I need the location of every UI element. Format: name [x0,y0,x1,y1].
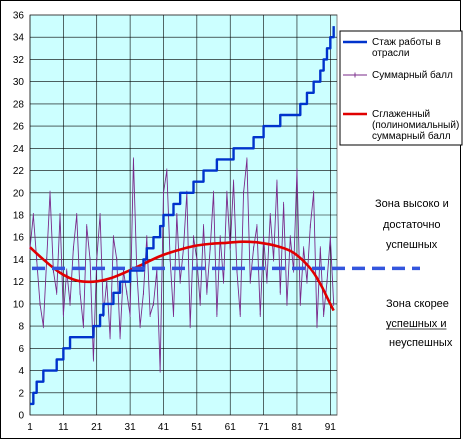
legend-label-1: Суммарный балл [372,69,453,81]
x-tick-label: 71 [258,422,270,433]
series-line-0 [30,26,335,406]
x-tick-label: 11 [58,422,69,433]
legend-label-2: (полиномиальный) [372,120,459,131]
series-line-1 [29,158,335,372]
y-tick-label: 16 [13,233,25,244]
y-tick-label: 30 [13,77,25,88]
x-tick-label: 31 [125,422,137,433]
y-tick-label: 8 [18,322,24,333]
legend-label-2: Сглаженный [372,109,430,120]
legend-box [339,30,463,146]
x-axis-ticks: 1 11 21 31 41 51 61 71 81 91 [27,422,336,433]
y-tick-label: 28 [13,99,25,110]
y-tick-label: 24 [13,144,25,155]
x-tick-label: 91 [325,422,337,433]
zone-label-upper: достаточно [383,219,441,231]
legend-label-0: Стаж работы в [372,36,441,48]
x-tick-label: 61 [225,422,237,433]
y-tick-label: 6 [18,344,24,355]
legend-label-0: отрасли [372,48,409,59]
x-tick-label: 81 [291,422,303,433]
series-layer [29,26,335,406]
zone-label-upper: Зона высоко и [375,198,449,210]
legend-label-2: суммарный балл [372,130,451,142]
y-tick-label: 20 [13,188,25,199]
y-tick-label: 32 [13,55,25,66]
zone-label-lower: Зона скорее [386,298,449,310]
x-tick-label: 51 [191,422,203,433]
y-tick-label: 18 [13,211,25,222]
y-tick-label: 22 [13,166,25,177]
y-tick-label: 2 [18,388,24,399]
x-tick-label: 1 [27,422,33,433]
y-tick-label: 34 [13,33,25,44]
zone-label-upper: успешных [386,239,438,251]
zone-labels: Зона высоко и достаточно успешных Зона скор… [375,198,453,349]
y-tick-label: 4 [18,366,24,377]
y-tick-label: 0 [18,411,24,422]
y-tick-label: 14 [13,255,25,266]
y-tick-label: 36 [13,11,25,22]
zone-label-lower: неуспешных [389,337,453,349]
series-line-2 [29,240,335,312]
x-tick-label: 41 [158,422,170,433]
y-tick-label: 12 [13,277,25,288]
x-tick-label: 21 [91,422,103,433]
y-tick-label: 10 [13,299,25,310]
y-tick-label: 26 [13,122,25,133]
zone-label-lower: успешных и [386,318,446,330]
